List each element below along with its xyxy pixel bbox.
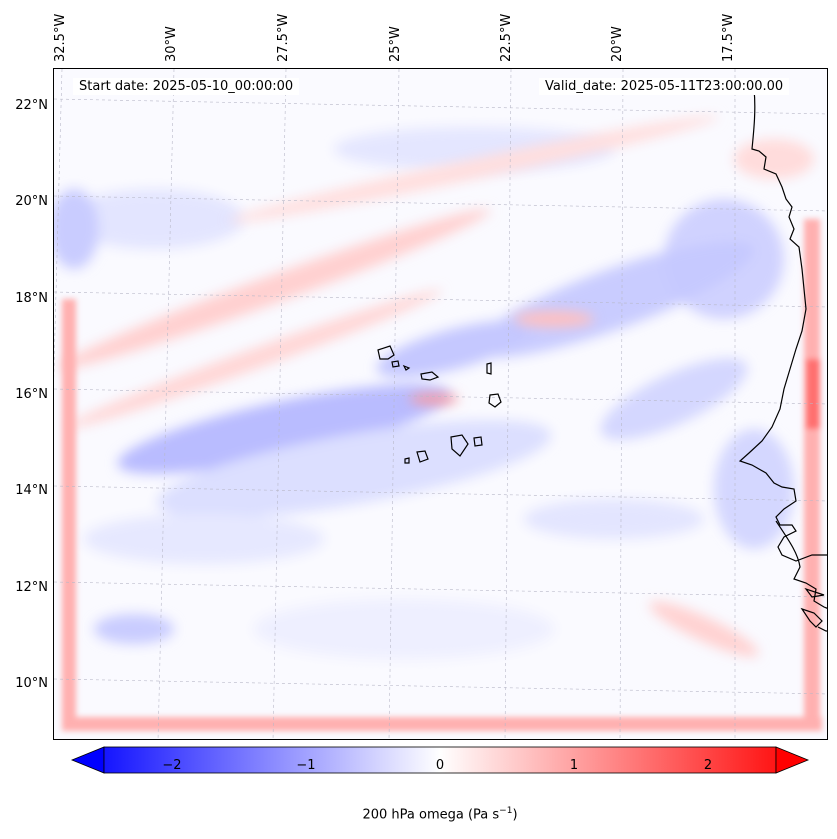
omega-negative-areas — [54, 127, 794, 659]
colorbar-tick-minus2: −2 — [162, 758, 182, 773]
lon-label-25w: 25°W — [388, 26, 403, 62]
start-date-label: Start date: 2025-05-10_00:00:00 — [73, 78, 300, 95]
lat-label-14n: 14°N — [15, 483, 48, 498]
boundary-relaxation-zone — [62, 219, 822, 731]
colorbar-tick-minus1: −1 — [296, 758, 316, 773]
colorbar-tick-2: 2 — [703, 758, 713, 773]
colorbar-label: 200 hPa omega (Pa s−1) — [362, 806, 517, 822]
lat-label-22n: 22°N — [15, 98, 48, 113]
map-panel[interactable] — [53, 68, 828, 740]
colorbar-label-superscript: −1 — [499, 806, 513, 816]
omega-positive-areas — [57, 116, 814, 657]
valid-date-label: Valid_date: 2025-05-11T23:00:00.00 — [539, 78, 790, 95]
coastline-africa-south — [775, 520, 827, 632]
colorbar-label-end: ) — [512, 807, 518, 823]
lon-label-22-5w: 22.5°W — [499, 13, 514, 62]
lon-label-20w: 20°W — [610, 26, 625, 62]
lon-label-32-5w: 32.5°W — [53, 13, 68, 62]
lat-label-12n: 12°N — [15, 580, 48, 595]
colorbar-tick-0: 0 — [435, 758, 445, 773]
colorbar-low-extend — [70, 746, 105, 774]
colorbar-tick-1: 1 — [569, 758, 579, 773]
coastline-africa — [738, 88, 827, 562]
omega-field-map — [54, 69, 827, 739]
lat-label-18n: 18°N — [15, 291, 48, 306]
lon-label-27-5w: 27.5°W — [276, 13, 291, 62]
colorbar-label-main: 200 hPa omega (Pa s — [362, 807, 500, 823]
lat-label-20n: 20°N — [15, 194, 48, 209]
lat-label-10n: 10°N — [15, 676, 48, 691]
gridlines — [54, 69, 827, 739]
lon-label-17-5w: 17.5°W — [721, 13, 736, 62]
cape-verde-islands — [377, 345, 502, 464]
colorbar-high-extend — [775, 746, 810, 774]
lon-label-30w: 30°W — [164, 26, 179, 62]
lat-label-16n: 16°N — [15, 387, 48, 402]
